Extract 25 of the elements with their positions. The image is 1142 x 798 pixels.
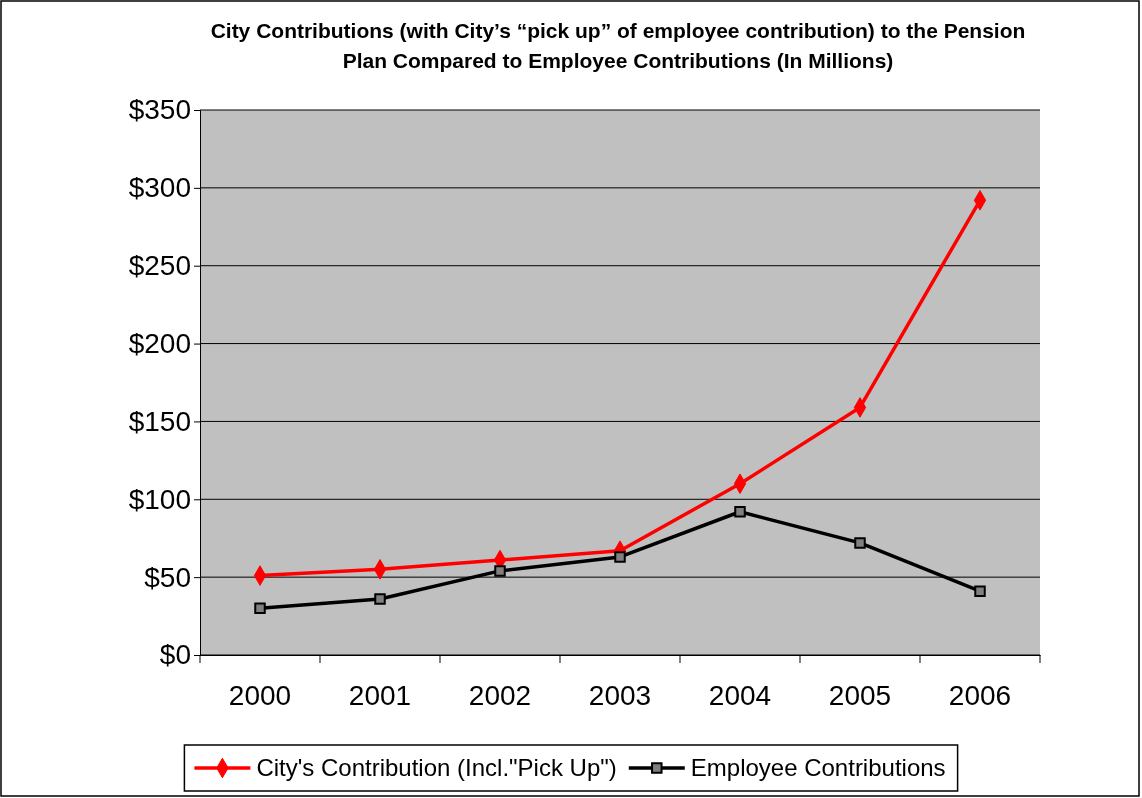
y-tick-label: $350: [128, 94, 191, 126]
y-tick-label: $250: [128, 250, 191, 282]
y-tick-label: $200: [128, 328, 191, 360]
legend-label: City's Contribution (Incl."Pick Up"): [256, 754, 617, 782]
x-tick-label: 2004: [708, 679, 772, 711]
x-tick-label: 2001: [348, 679, 412, 711]
x-tick-label: 2000: [228, 679, 292, 711]
y-tick-label: $100: [128, 483, 191, 515]
point: [734, 506, 746, 518]
y-tick-label: $0: [159, 639, 191, 671]
point: [614, 551, 626, 563]
legend-label: Employee Contributions: [690, 754, 946, 782]
point: [854, 537, 866, 549]
y-tick-label: $50: [144, 561, 191, 593]
point: [254, 602, 266, 615]
y-tick-label: $300: [128, 172, 191, 204]
y-tick-label: $150: [128, 405, 191, 437]
x-tick-label: 2005: [828, 679, 892, 711]
x-tick-label: 2002: [468, 679, 532, 711]
x-tick-label: 2003: [588, 679, 652, 711]
point: [974, 585, 986, 597]
point: [494, 565, 506, 577]
point: [374, 593, 386, 605]
chart-title: City Contributions (with City’s “pick up” of employee contribution) to the Pension Plan Compared to Employee Contributions (In Millions): [210, 19, 1026, 72]
x-tick-label: 2006: [948, 679, 1012, 711]
